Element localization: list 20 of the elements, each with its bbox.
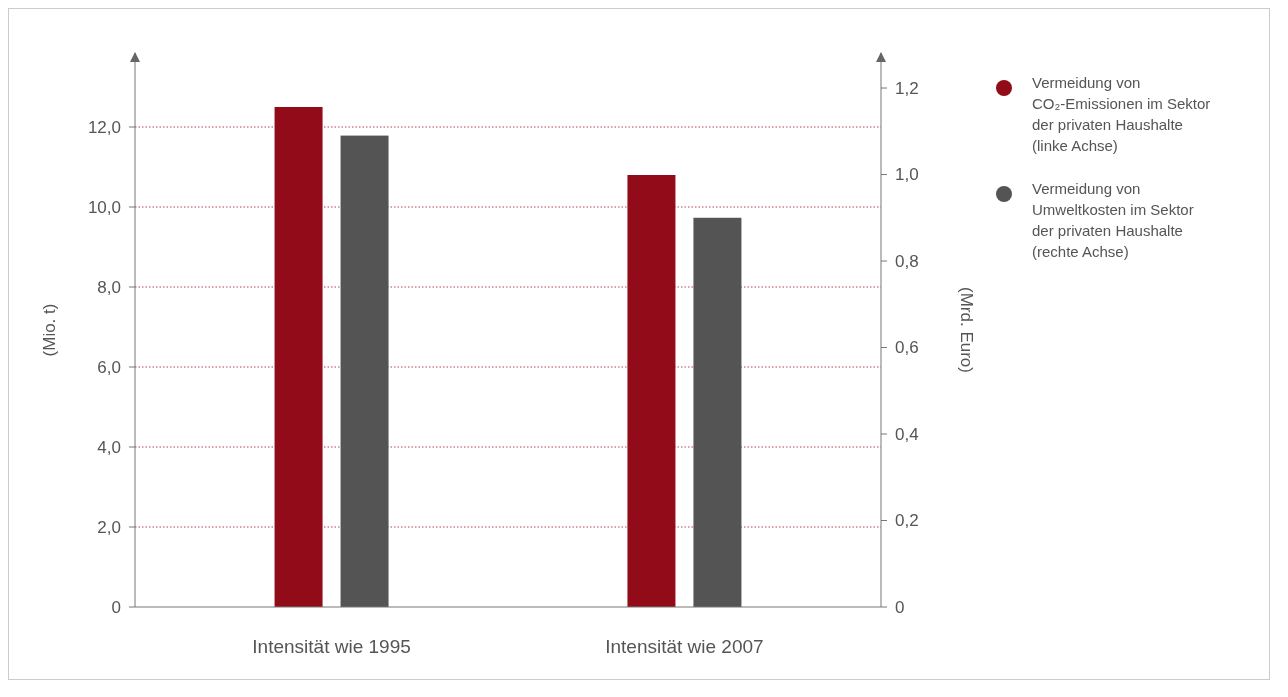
y-tick-label: 8,0 xyxy=(97,277,121,297)
y-tick-label: 12,0 xyxy=(87,117,121,137)
x-tick-label: Intensität wie 2007 xyxy=(605,636,764,657)
x-tick-label: Intensität wie 1995 xyxy=(252,636,411,657)
y-tick-label: 0 xyxy=(111,597,121,617)
y-tick-label: 4,0 xyxy=(97,437,121,457)
legend-label: Vermeidung von Umweltkosten im Sektor der privaten Haushalte (rechte Achse) xyxy=(1032,180,1194,260)
y2-tick-label: 0,2 xyxy=(895,511,919,531)
y2-tick-label: 0,8 xyxy=(895,251,919,271)
y2-tick-label: 1,2 xyxy=(895,78,919,98)
y-tick-label: 2,0 xyxy=(97,517,121,537)
y-tick-label: 6,0 xyxy=(97,357,121,377)
y-axis-title: (Mio. t) xyxy=(40,303,59,357)
y2-axis-title: (Mrd. Euro) xyxy=(957,287,976,373)
y2-tick-label: 0,6 xyxy=(895,338,919,358)
y2-tick-label: 0,4 xyxy=(895,424,919,444)
y2-tick-label: 1,0 xyxy=(895,165,919,185)
y-tick-label: 10,0 xyxy=(87,197,121,217)
y2-tick-label: 0 xyxy=(895,597,905,617)
legend-label: Vermeidung von CO₂-Emissionen im Sektor der privaten Haushalte (linke Achse) xyxy=(1032,74,1211,154)
